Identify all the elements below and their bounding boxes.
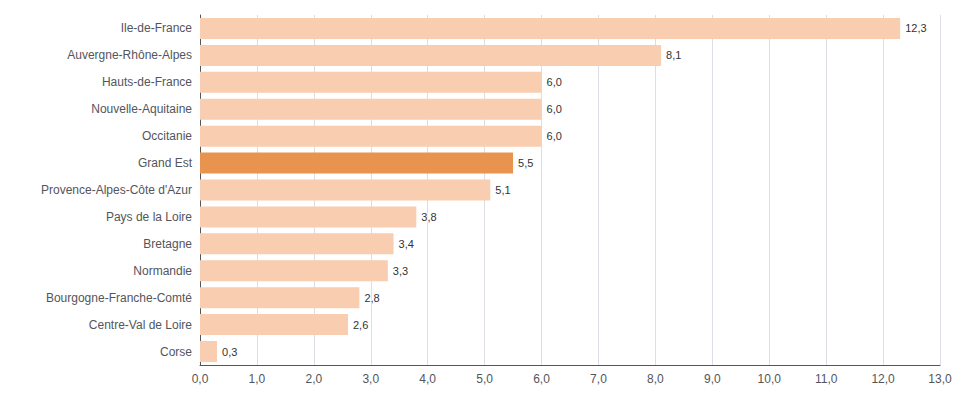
svg-text:4,0: 4,0	[419, 372, 436, 386]
svg-text:Corse: Corse	[160, 345, 192, 359]
svg-text:3,3: 3,3	[393, 265, 408, 277]
svg-text:6,0: 6,0	[547, 103, 562, 115]
svg-text:5,0: 5,0	[476, 372, 493, 386]
svg-text:Auvergne-Rhône-Alpes: Auvergne-Rhône-Alpes	[67, 48, 192, 62]
svg-text:8,0: 8,0	[647, 372, 664, 386]
svg-text:3,8: 3,8	[421, 211, 436, 223]
svg-text:0,0: 0,0	[192, 372, 209, 386]
svg-text:3,0: 3,0	[362, 372, 379, 386]
svg-text:3,4: 3,4	[399, 238, 414, 250]
svg-text:12,3: 12,3	[905, 22, 926, 34]
svg-text:5,5: 5,5	[518, 157, 533, 169]
svg-text:Normandie: Normandie	[133, 264, 192, 278]
svg-text:0,3: 0,3	[222, 346, 237, 358]
svg-text:2,0: 2,0	[306, 372, 323, 386]
svg-text:11,0: 11,0	[815, 372, 838, 386]
svg-text:Pays de la Loire: Pays de la Loire	[106, 210, 192, 224]
svg-text:Ile-de-France: Ile-de-France	[121, 21, 193, 35]
svg-text:12,0: 12,0	[871, 372, 895, 386]
svg-text:Bourgogne-Franche-Comté: Bourgogne-Franche-Comté	[46, 291, 192, 305]
svg-text:8,1: 8,1	[666, 49, 681, 61]
svg-text:7,0: 7,0	[590, 372, 607, 386]
svg-text:Nouvelle-Aquitaine: Nouvelle-Aquitaine	[91, 102, 192, 116]
svg-text:2,8: 2,8	[364, 292, 379, 304]
svg-text:Bretagne: Bretagne	[143, 237, 192, 251]
svg-text:10,0: 10,0	[758, 372, 782, 386]
svg-text:2,6: 2,6	[353, 319, 368, 331]
svg-text:Centre-Val de Loire: Centre-Val de Loire	[89, 318, 192, 332]
svg-text:6,0: 6,0	[547, 130, 562, 142]
svg-text:Provence-Alpes-Côte d'Azur: Provence-Alpes-Côte d'Azur	[41, 183, 192, 197]
svg-text:9,0: 9,0	[704, 372, 721, 386]
svg-text:6,0: 6,0	[533, 372, 550, 386]
svg-text:13,0: 13,0	[928, 372, 952, 386]
svg-text:1,0: 1,0	[249, 372, 266, 386]
svg-text:Grand Est: Grand Est	[138, 156, 193, 170]
svg-text:Hauts-de-France: Hauts-de-France	[102, 75, 192, 89]
svg-text:6,0: 6,0	[547, 76, 562, 88]
svg-text:5,1: 5,1	[495, 184, 510, 196]
svg-text:Occitanie: Occitanie	[142, 129, 192, 143]
